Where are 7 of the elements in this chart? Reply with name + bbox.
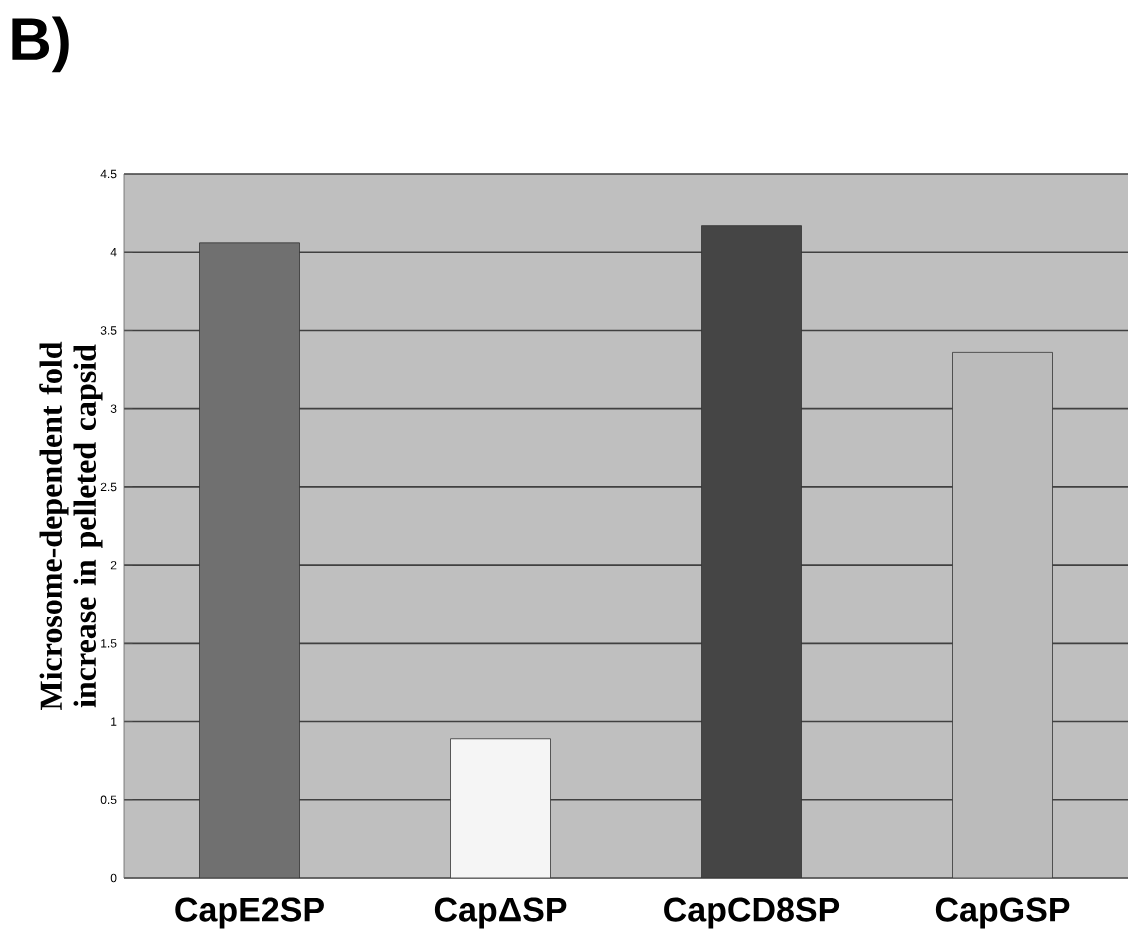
bar	[199, 242, 300, 878]
x-tick-label: CapGSP	[935, 897, 1070, 929]
x-tick-label: CapE2SP	[175, 897, 324, 929]
x-tick-label: CapCD8SP	[664, 897, 840, 929]
x-tick-label: CapΔSP	[434, 897, 567, 929]
chart-title: B)	[12, 16, 69, 73]
y-axis-title: Microsome-dependent fold increase in pelleted capsid	[39, 341, 103, 711]
